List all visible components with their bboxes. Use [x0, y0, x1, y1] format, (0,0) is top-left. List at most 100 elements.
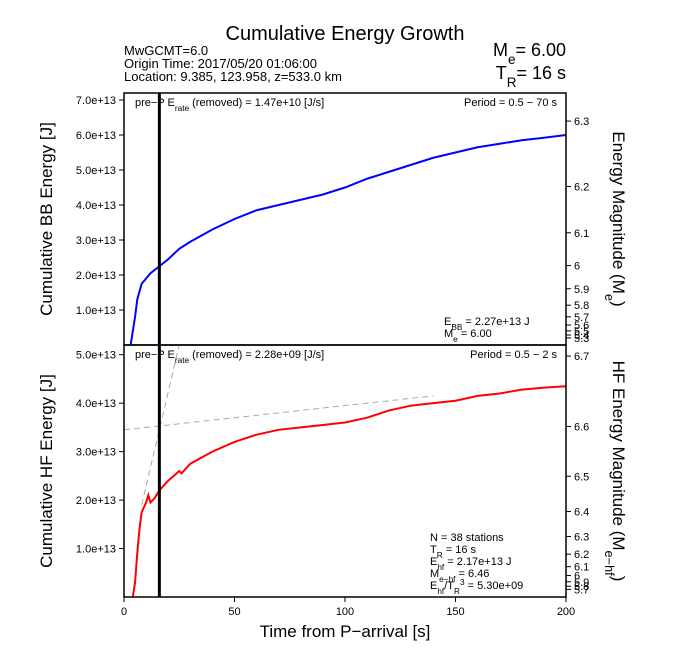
header-me: Me= 6.00 — [493, 40, 566, 67]
note-part: hf — [437, 587, 445, 596]
y2-axis-label-part: Energy Magnitude (M — [609, 131, 628, 294]
x-tick-label: 100 — [336, 606, 354, 618]
note: TR = 16 s — [430, 544, 477, 560]
y-tick-label: 6.0e+13 — [76, 130, 116, 142]
y2-tick-label: 6.1 — [574, 562, 589, 574]
header-tr-part: = 16 s — [516, 63, 566, 83]
note: EBB = 2.27e+13 J — [444, 316, 530, 332]
note-part: = 2.27e+13 J — [462, 316, 529, 328]
note-part: hf — [437, 563, 445, 572]
y2-tick-label: 5.8 — [574, 581, 589, 593]
note-part: M — [444, 328, 453, 340]
y-tick-label: 1.0e+13 — [76, 305, 116, 317]
y-tick-label: 7.0e+13 — [76, 95, 116, 107]
y-tick-label: 4.0e+13 — [76, 200, 116, 212]
y2-axis-label: HF Energy Magnitude (Me−hf) — [603, 361, 629, 582]
y2-tick-label: 6.4 — [574, 507, 589, 519]
note: Me−hf = 6.46 — [430, 568, 489, 584]
y-tick-label: 4.0e+13 — [76, 398, 116, 410]
y-axis-label: Cumulative BB Energy [J] — [37, 122, 56, 316]
note-part: = 5.30e+09 — [465, 580, 524, 592]
note-part: R — [437, 551, 443, 560]
y2-tick-label: 6 — [574, 571, 580, 583]
y-tick-label: 2.0e+13 — [76, 270, 116, 282]
note-part: E — [430, 556, 437, 568]
annotation: pre−P Erate (removed) = 1.47e+10 [J/s] — [135, 97, 324, 113]
annotation-part: rate — [175, 356, 190, 365]
y-tick-label: 5.0e+13 — [76, 350, 116, 362]
note-part: T — [430, 544, 437, 556]
panel-frame — [123, 92, 567, 346]
y2-axis-label-part: ) — [609, 301, 628, 307]
header-tr-part: R — [507, 75, 517, 90]
x-tick-label: 0 — [121, 606, 127, 618]
y2-tick-label: 6 — [574, 261, 580, 273]
y2-tick-label: 6.3 — [574, 116, 589, 128]
note-part: R — [454, 587, 460, 596]
y-axis-label: Cumulative HF Energy [J] — [37, 374, 56, 568]
note-part: E — [444, 316, 451, 328]
y2-axis-label: Energy Magnitude (Me) — [603, 131, 629, 306]
note-part: BB — [451, 323, 463, 332]
data-line — [131, 385, 566, 597]
header-me-part: = 6.00 — [515, 40, 566, 60]
chart-title: Cumulative Energy Growth — [226, 23, 465, 45]
y2-tick-label: 6.2 — [574, 181, 589, 193]
header-info: Origin Time: 2017/05/20 01:06:00 — [124, 56, 317, 71]
x-tick-label: 200 — [557, 606, 575, 618]
annotation: Period = 0.5 − 70 s — [464, 97, 557, 109]
y2-tick-label: 5.3 — [574, 333, 589, 345]
note-part: N = 38 stations — [430, 532, 504, 544]
y2-axis-label-part: ) — [609, 576, 628, 582]
annotation-part: rate — [175, 104, 190, 113]
annotation-part: pre−P E — [135, 97, 175, 109]
annotation-part: (removed) = 2.28e+09 [J/s] — [189, 349, 324, 361]
header-info: MwGCMT=6.0 — [124, 43, 208, 58]
y2-tick-label: 5.7 — [574, 312, 589, 324]
note-part: M — [430, 568, 439, 580]
annotation: pre−P Erate (removed) = 2.28e+09 [J/s] — [135, 349, 324, 365]
y-tick-label: 1.0e+13 — [76, 544, 116, 556]
data-line — [129, 134, 566, 345]
y2-tick-label: 6.1 — [574, 228, 589, 240]
note-part: e — [453, 335, 458, 344]
y-tick-label: 2.0e+13 — [76, 495, 116, 507]
y-tick-label: 3.0e+13 — [76, 447, 116, 459]
annotation-part: (removed) = 1.47e+10 [J/s] — [189, 97, 324, 109]
y2-tick-label: 5.6 — [574, 320, 589, 332]
note: Me = 6.00 — [444, 328, 492, 344]
annotation-part: Period = 0.5 − 70 s — [464, 97, 557, 109]
note-part: 3 — [460, 578, 465, 587]
y2-tick-label: 6.5 — [574, 471, 589, 483]
note-part: e−hf — [439, 575, 456, 584]
header-me-part: M — [493, 40, 508, 60]
header-info: Location: 9.385, 123.958, z=533.0 km — [124, 69, 342, 84]
y-tick-label: 5.0e+13 — [76, 165, 116, 177]
y2-tick-label: 5.9 — [574, 284, 589, 296]
annotation: Period = 0.5 − 2 s — [470, 349, 557, 361]
reference-line — [124, 395, 434, 431]
note-part: E — [430, 580, 437, 592]
y2-tick-label: 5.8 — [574, 300, 589, 312]
y2-tick-label: 6.3 — [574, 531, 589, 543]
y2-tick-label: 5.5 — [574, 326, 589, 338]
y2-axis-label-part: e−hf — [603, 551, 618, 577]
x-tick-label: 150 — [446, 606, 464, 618]
header-me-part: e — [508, 52, 516, 67]
annotation-part: Period = 0.5 − 2 s — [470, 349, 557, 361]
note-part: = 6.00 — [458, 328, 492, 340]
y2-tick-label: 5.9 — [574, 577, 589, 589]
y2-tick-label: 6.7 — [574, 351, 589, 363]
note-part: = 16 s — [443, 544, 477, 556]
y2-tick-label: 6.6 — [574, 421, 589, 433]
y2-tick-label: 5.7 — [574, 584, 589, 596]
y2-axis-label-part: HF Energy Magnitude (M — [609, 361, 628, 551]
y2-tick-label: 6.2 — [574, 549, 589, 561]
x-tick-label: 50 — [228, 606, 240, 618]
y2-axis-label-part: e — [603, 294, 618, 301]
note: N = 38 stations — [430, 532, 504, 544]
note-part: = 2.17e+13 J — [444, 556, 511, 568]
note: Ehf/TR3 = 5.30e+09 — [430, 578, 523, 596]
